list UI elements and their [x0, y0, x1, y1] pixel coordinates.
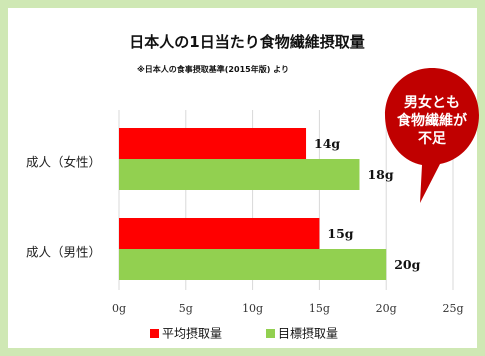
- callout-line-2: 食物繊維が: [397, 112, 468, 129]
- callout: 男女とも 食物繊維が 不足: [385, 68, 479, 203]
- chart-title: 日本人の1日当たり食物繊維摂取量: [129, 33, 364, 51]
- x-tick-label: 20g: [376, 302, 397, 315]
- x-tick-label: 5g: [179, 302, 193, 315]
- data-label: 15g: [327, 226, 353, 241]
- legend-label: 平均摂取量: [162, 326, 222, 341]
- x-tick-label: 15g: [309, 302, 330, 315]
- legend: 平均摂取量 目標摂取量: [150, 326, 338, 341]
- callout-line-3: 不足: [418, 131, 447, 147]
- bar: [119, 159, 360, 190]
- data-label: 20g: [394, 257, 420, 272]
- chart-subtitle: ※日本人の食事摂取基準(2015年版) より: [137, 64, 289, 74]
- data-label: 14g: [314, 136, 340, 151]
- x-tick-label: 10g: [242, 302, 263, 315]
- bar: [119, 128, 307, 159]
- legend-label: 目標摂取量: [278, 326, 338, 341]
- bar: [119, 249, 387, 280]
- x-tick-label: 25g: [442, 302, 463, 315]
- category-label: 成人（男性）: [26, 245, 101, 260]
- legend-swatch: [150, 329, 159, 338]
- x-tick-label: 0g: [112, 302, 126, 315]
- bar: [119, 218, 320, 249]
- legend-swatch: [266, 329, 275, 338]
- category-label: 成人（女性）: [26, 155, 101, 170]
- callout-bubble: [385, 68, 479, 203]
- data-label: 18g: [367, 167, 393, 182]
- callout-line-1: 男女とも: [404, 94, 460, 111]
